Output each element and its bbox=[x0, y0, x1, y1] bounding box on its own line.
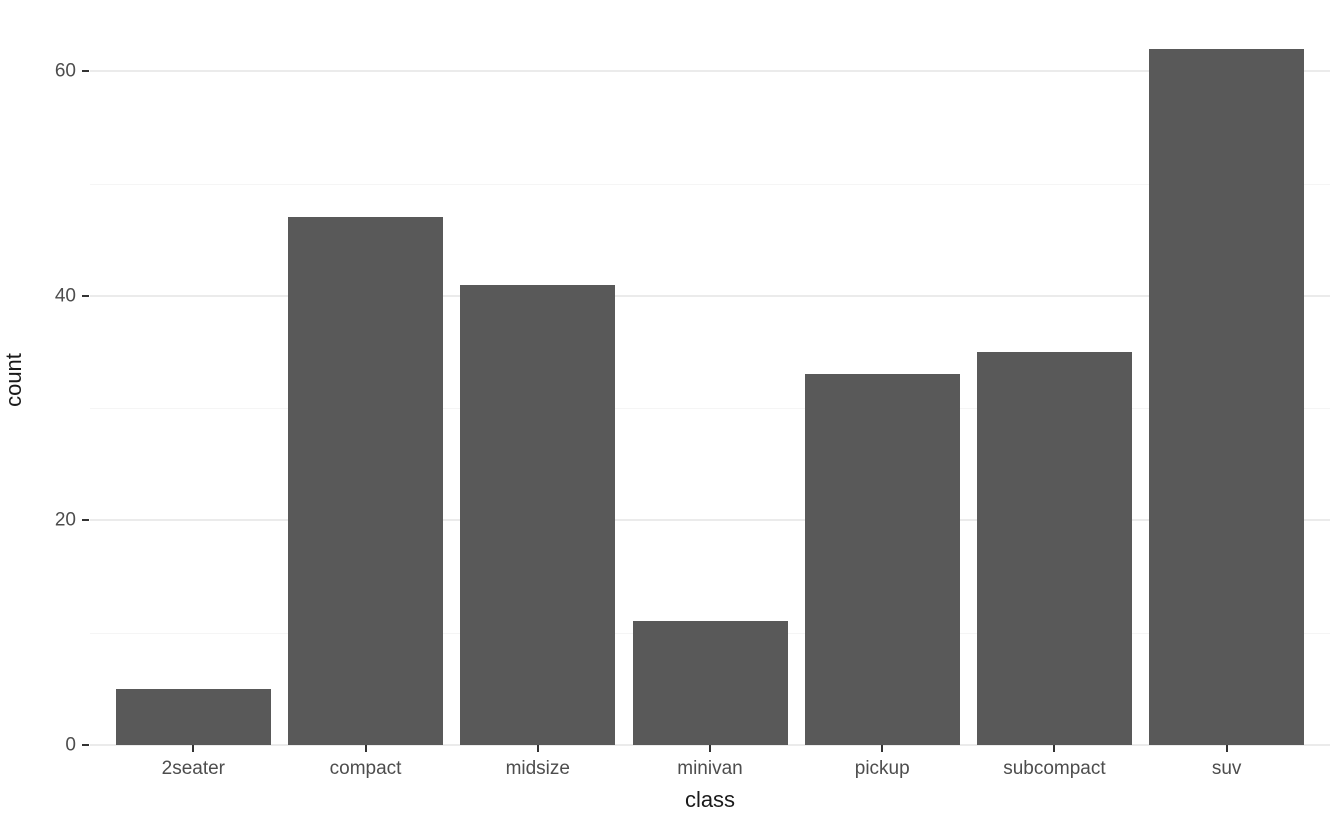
x-tick-mark bbox=[1225, 745, 1228, 752]
bar-midsize bbox=[460, 284, 616, 745]
y-tick-label: 40 bbox=[54, 285, 76, 307]
y-tick-label: 60 bbox=[54, 60, 76, 82]
bar-2seater bbox=[115, 688, 271, 745]
y-tick-mark bbox=[82, 744, 89, 746]
x-tick-mark bbox=[1053, 745, 1056, 752]
y-axis-title: count bbox=[1, 353, 26, 407]
x-tick-label: 2seater bbox=[161, 758, 226, 779]
bar-minivan bbox=[632, 621, 788, 745]
x-tick-mark bbox=[881, 745, 884, 752]
x-tick-label: subcompact bbox=[1003, 758, 1106, 779]
x-tick-label: suv bbox=[1211, 758, 1242, 779]
major-gridline bbox=[90, 70, 1330, 73]
y-tick-mark bbox=[82, 294, 89, 297]
bar-pickup bbox=[804, 374, 960, 745]
y-tick-mark bbox=[82, 519, 89, 522]
y-tick-mark bbox=[82, 70, 89, 73]
x-tick-mark bbox=[536, 745, 539, 752]
x-tick-label: pickup bbox=[854, 758, 910, 779]
bar-suv bbox=[1149, 48, 1305, 745]
bar-subcompact bbox=[976, 351, 1132, 745]
y-tick-label: 20 bbox=[54, 509, 76, 531]
major-gridline bbox=[90, 519, 1330, 522]
x-tick-label: minivan bbox=[677, 758, 743, 779]
x-axis-title: class bbox=[684, 787, 736, 812]
minor-gridline bbox=[90, 408, 1330, 410]
x-tick-label: midsize bbox=[505, 758, 570, 779]
x-tick-label: compact bbox=[329, 758, 402, 779]
x-tick-mark bbox=[192, 745, 195, 752]
x-tick-mark bbox=[364, 745, 367, 752]
x-tick-mark bbox=[709, 745, 711, 752]
major-gridline bbox=[90, 294, 1330, 297]
minor-gridline bbox=[90, 183, 1330, 185]
plot-panel bbox=[90, 14, 1330, 746]
y-tick-label: 0 bbox=[65, 734, 76, 756]
bar-compact bbox=[288, 217, 444, 745]
